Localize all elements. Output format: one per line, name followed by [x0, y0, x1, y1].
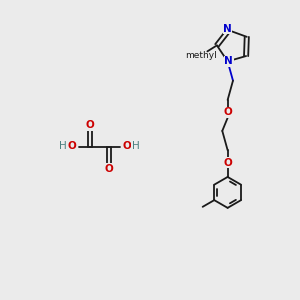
Text: H: H: [59, 141, 67, 152]
Text: O: O: [223, 158, 232, 168]
Text: H: H: [132, 141, 140, 152]
Text: N: N: [224, 56, 233, 66]
Text: O: O: [85, 120, 94, 130]
Text: O: O: [68, 141, 76, 152]
Text: O: O: [122, 141, 131, 152]
Text: N: N: [223, 24, 232, 34]
Text: methyl: methyl: [185, 51, 217, 60]
Text: O: O: [105, 164, 113, 174]
Text: O: O: [223, 107, 232, 118]
